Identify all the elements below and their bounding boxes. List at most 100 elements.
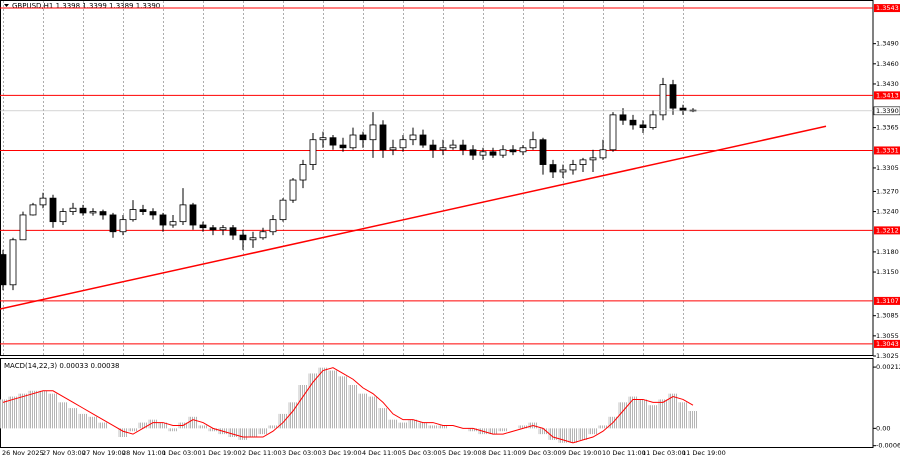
macd-bar-fill	[549, 428, 557, 440]
y-tick-label: 1.3240	[876, 208, 899, 216]
candle-body	[109, 214, 117, 233]
level-label-box	[874, 146, 900, 155]
macd-bar-fill	[9, 396, 17, 429]
candle-body	[589, 157, 597, 161]
candle-body	[89, 211, 97, 214]
candle-body	[379, 124, 387, 151]
macd-bar-fill	[499, 428, 507, 432]
macd-bar-fill	[79, 413, 87, 429]
macd-bar-fill	[599, 425, 607, 429]
candle-body	[9, 239, 17, 286]
macd-bar-fill	[379, 408, 387, 429]
macd-bar-fill	[559, 428, 567, 443]
macd-signal	[2, 367, 694, 444]
level-label: 1.3331	[876, 146, 899, 154]
macd-bar-fill	[309, 373, 317, 429]
candle-body	[579, 159, 587, 165]
x-tick-label: 11 Dec 03:00	[642, 449, 686, 457]
chart-title: GBPUSD,H1 1.3398 1.3399 1.3389 1.3390	[12, 2, 160, 10]
level-label: 1.3212	[876, 226, 899, 234]
macd-bar-fill	[429, 425, 437, 429]
candle-body	[659, 84, 667, 116]
macd-bar-fill	[29, 390, 37, 429]
macd-bar-fill	[289, 402, 297, 429]
macd-bar-fill	[59, 402, 67, 429]
macd-bar-fill	[0, 399, 7, 429]
macd-bar-fill	[269, 425, 277, 429]
y-tick-label: 1.3180	[876, 248, 899, 256]
candle-body	[209, 227, 217, 231]
candle-body	[249, 237, 257, 241]
y-tick-label: -0.00060	[876, 442, 900, 450]
macd-bar-fill	[469, 428, 477, 432]
candle-body	[129, 209, 137, 221]
macd-bar-fill	[409, 419, 417, 429]
candle-body	[0, 254, 7, 286]
macd-bar-fill	[369, 396, 377, 429]
candle-body	[349, 134, 357, 149]
candle-body	[29, 204, 37, 216]
macd-bar-fill	[39, 390, 47, 429]
macd-bar-fill	[19, 393, 27, 429]
macd-bar-fill	[209, 428, 217, 432]
macd-bar-fill	[629, 396, 637, 429]
macd-bar-fill	[199, 425, 207, 429]
candle-body	[599, 149, 607, 159]
candle-body	[169, 221, 177, 226]
candle-body	[479, 151, 487, 156]
last-price-label: 1.3390	[876, 107, 899, 115]
macd-bar-fill	[149, 419, 157, 429]
macd-bar-fill	[619, 402, 627, 429]
candle-body	[529, 139, 537, 149]
candle-body	[519, 147, 527, 153]
x-tick-label: 9 Dec 03:00	[522, 449, 562, 457]
macd-bar-fill	[119, 428, 127, 438]
level-label: 1.3543	[876, 4, 899, 12]
candle-body	[219, 227, 227, 231]
candle-body	[199, 224, 207, 229]
x-tick-label: 5 Dec 19:00	[442, 449, 482, 457]
candle-body	[459, 144, 467, 151]
candle-body	[409, 134, 417, 141]
y-tick-label: 1.3055	[876, 332, 899, 340]
x-tick-label: 26 Nov 2025	[2, 449, 44, 457]
macd-bar-fill	[679, 402, 687, 429]
candle-body	[389, 147, 397, 151]
candle-body	[469, 149, 477, 156]
candle-body	[609, 114, 617, 151]
candle-body	[159, 214, 167, 226]
macd-bar-fill	[339, 376, 347, 429]
level-label: 1.3413	[876, 91, 899, 99]
candle-body	[619, 114, 627, 121]
candle-body	[399, 139, 407, 149]
candle-body	[649, 114, 657, 129]
y-tick-label: 1.3305	[876, 164, 899, 172]
candle-body	[259, 231, 267, 239]
candle-body	[419, 134, 427, 146]
candle-body	[19, 214, 27, 241]
macd-bar-fill	[249, 428, 257, 438]
macd-bar-fill	[589, 428, 597, 435]
candle-body	[449, 144, 457, 149]
candle-body	[179, 204, 187, 223]
macd-bar-fill	[139, 422, 147, 429]
macd-bar-fill	[639, 399, 647, 429]
candle-body	[319, 137, 327, 141]
macd-bar-fill	[329, 370, 337, 429]
x-tick-label: 4 Dec 11:00	[362, 449, 402, 457]
macd-title: MACD(14,22,3) 0.00033 0.00038	[4, 362, 120, 370]
macd-bar-fill	[89, 416, 97, 429]
candle-body	[269, 219, 277, 233]
x-tick-label: 1 Dec 03:00	[162, 449, 202, 457]
macd-bar-fill	[539, 428, 547, 435]
x-tick-label: 3 Dec 19:00	[322, 449, 362, 457]
level-label-box	[874, 339, 900, 348]
macd-bar-fill	[69, 408, 77, 429]
level-label-box	[874, 296, 900, 305]
y-tick-label: 0.00212	[876, 363, 900, 371]
macd-bar-fill	[129, 428, 137, 432]
candle-body	[639, 124, 647, 129]
macd-bar-fill	[399, 422, 407, 429]
x-tick-label: 10 Dec 11:00	[602, 449, 646, 457]
